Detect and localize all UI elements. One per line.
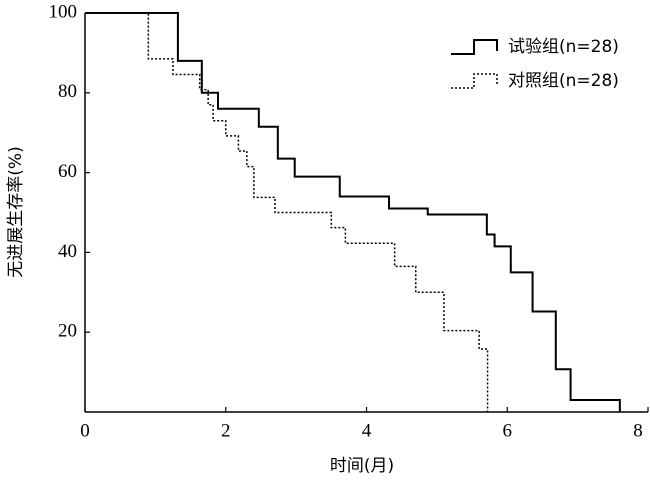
y-tick-label: 100 xyxy=(49,1,78,22)
y-axis-label: 无进展生存率(%) xyxy=(6,146,26,277)
x-tick-label: 0 xyxy=(80,420,90,441)
survival-line xyxy=(85,12,621,412)
legend-swatch xyxy=(451,73,498,89)
x-axis-label: 时间(月) xyxy=(330,456,394,476)
x-tick-label: 4 xyxy=(362,420,372,441)
y-tick-label: 80 xyxy=(58,81,77,102)
x-tick-label: 8 xyxy=(633,420,643,441)
x-tick-label: 6 xyxy=(503,420,513,441)
y-tick-label: 20 xyxy=(58,321,77,342)
y-tick-label: 40 xyxy=(58,241,77,262)
legend-label: 对照组(n=28) xyxy=(508,71,619,91)
y-tick-label: 60 xyxy=(58,161,77,182)
legend-swatch xyxy=(451,39,498,55)
legend-label: 试验组(n=28) xyxy=(508,37,619,57)
x-tick-label: 2 xyxy=(221,420,231,441)
